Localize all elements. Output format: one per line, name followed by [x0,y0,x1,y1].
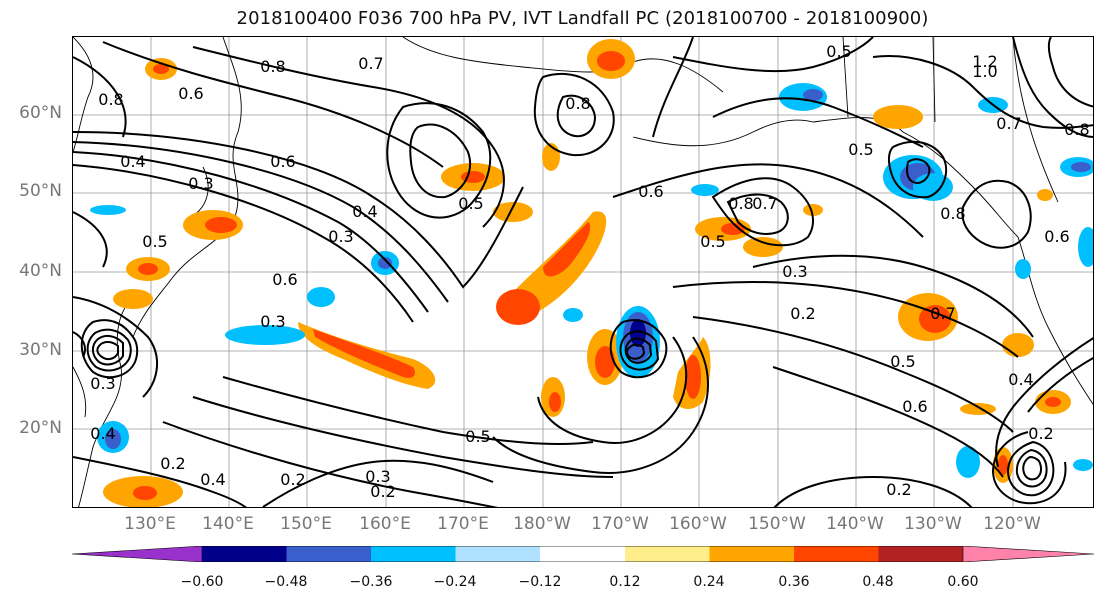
contour-label: 0.8 [940,204,965,223]
longitude-label: 160°W [669,514,727,534]
longitude-label: 140°E [202,514,254,534]
graticule [73,37,1093,507]
contour-label: 0.6 [272,270,297,289]
contour-label: 0.3 [188,174,213,193]
contour-label: 0.6 [902,397,927,416]
longitude-label: 170°W [591,514,649,534]
colorbar-tick-label: 0.12 [609,574,641,590]
colorbar-bin [794,546,879,562]
longitude-label: 130°E [124,514,176,534]
contour-label: 1.0 [972,62,997,81]
contour-label: 0.3 [328,227,353,246]
colorbar-bin [962,546,1094,562]
contour-label: 0.3 [782,262,807,281]
contour-label: 0.8 [1064,120,1089,139]
contour-label: 0.6 [1044,227,1069,246]
longitude-label: 180°W [513,514,571,534]
colorbar-bin [371,546,456,562]
colorbar [72,546,1094,562]
colorbar-tick-label: 0.36 [778,574,810,590]
map-title: 2018100400 F036 700 hPa PV, IVT Landfall… [236,8,929,29]
contour-label: 0.8 [98,90,123,109]
latitude-label: 30°N [19,340,62,360]
contour-label: 0.8 [728,194,753,213]
colorbar-tick-label: 0.60 [947,574,979,590]
longitude-label: 160°E [359,514,411,534]
longitude-label: 150°W [748,514,806,534]
longitude-label: 130°W [904,514,962,534]
colorbar-bin [878,546,963,562]
colorbar-bin [202,546,287,562]
latitude-label: 60°N [19,103,62,123]
contour-label: 0.2 [160,454,185,473]
contour-label: 0.6 [638,182,663,201]
contour-label: 0.4 [120,152,145,171]
contour-label: 0.2 [1028,424,1053,443]
colorbar-bin [72,546,203,562]
longitude-label: 150°E [280,514,332,534]
contour-label: 0.5 [458,194,483,213]
latitude-label: 50°N [19,181,62,201]
colorbar-tick-label: −0.24 [433,574,477,590]
contour-label: 0.7 [752,194,777,213]
map-canvas: 0.8 0.7 0.6 0.8 0.4 0.3 0.5 0.6 0.4 0.3 … [73,37,1093,507]
colorbar-tick-label: 0.24 [693,574,725,590]
contour-label: 0.5 [142,232,167,251]
contour-label: 0.5 [826,42,851,61]
contour-label: 0.5 [848,140,873,159]
ivt-contours [73,37,1093,507]
colorbar-tick-label: −0.48 [264,574,308,590]
contour-label: 0.4 [200,470,225,489]
negative-anomalies [90,83,1093,478]
contour-label: 0.2 [370,482,395,501]
contour-label: 0.7 [996,114,1021,133]
colorbar-bin [540,546,625,562]
contour-label: 0.7 [358,54,383,73]
contour-label: 0.3 [365,467,390,486]
contour-label: 0.6 [178,84,203,103]
contour-label: 1.2 [972,52,997,71]
contour-label: 0.3 [90,374,115,393]
longitude-label: 120°W [983,514,1041,534]
contour-label: 0.6 [270,152,295,171]
contour-label: 0.4 [90,424,115,443]
colorbar-tick-label: −0.12 [518,574,562,590]
colorbar-bin [286,546,371,562]
colorbar-bin [709,546,794,562]
longitude-label: 170°E [437,514,489,534]
map-panel: 0.8 0.7 0.6 0.8 0.4 0.3 0.5 0.6 0.4 0.3 … [72,36,1094,508]
contour-label: 0.5 [890,352,915,371]
contour-label: 0.4 [1008,370,1033,389]
contour-label: 0.8 [565,94,590,113]
contour-label: 0.7 [930,304,955,323]
colorbar-tick-label: −0.36 [349,574,393,590]
latitude-label: 20°N [19,418,62,438]
contour-label: 0.4 [352,202,377,221]
colorbar-bin [625,546,710,562]
contour-label: 0.2 [280,470,305,489]
contour-value-labels: 0.8 0.7 0.6 0.8 0.4 0.3 0.5 0.6 0.4 0.3 … [90,42,1089,501]
latitude-label: 40°N [19,261,62,281]
contour-label: 0.8 [260,57,285,76]
colorbar-tick-label: −0.60 [180,574,224,590]
colorbar-tick-label: 0.48 [862,574,894,590]
longitude-label: 140°W [826,514,884,534]
contour-label: 0.2 [886,480,911,499]
contour-label: 0.5 [465,427,490,446]
contour-label: 0.5 [700,232,725,251]
colorbar-bin [455,546,540,562]
contour-label: 0.2 [790,304,815,323]
contour-label: 0.3 [260,312,285,331]
